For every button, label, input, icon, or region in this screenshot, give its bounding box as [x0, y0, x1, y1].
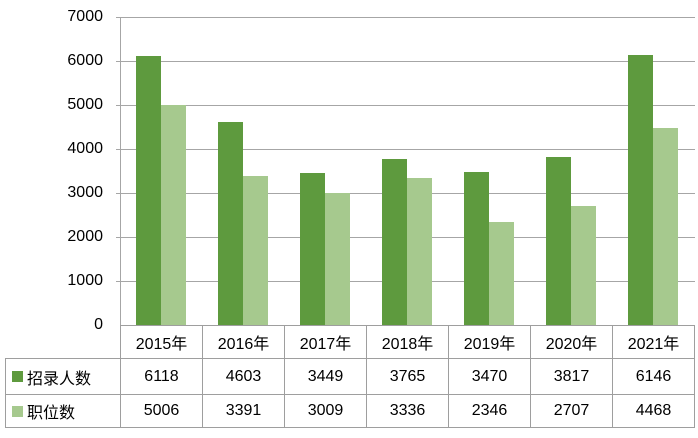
gridline [116, 105, 695, 106]
bar-职位数-2019年 [489, 222, 514, 325]
bar-职位数-2017年 [325, 193, 350, 325]
gridline [116, 17, 695, 18]
value-cell: 3470 [449, 359, 531, 394]
bar-招录人数-2020年 [546, 157, 571, 325]
series-legend-1: 招录人数 [6, 359, 121, 394]
y-axis-tick-label: 7000 [67, 8, 103, 25]
category-header-row: 2015年 2016年 2017年 2018年 2019年 2020年 2021… [120, 325, 695, 358]
value-cell: 6118 [121, 359, 203, 394]
bar-职位数-2020年 [571, 206, 596, 325]
y-axis-tick-label: 2000 [67, 228, 103, 245]
bar-招录人数-2019年 [464, 172, 489, 325]
category-label: 2020年 [531, 326, 613, 358]
category-label: 2021年 [613, 326, 695, 358]
bar-职位数-2016年 [243, 176, 268, 325]
value-cell: 2707 [531, 395, 613, 427]
value-cell: 6146 [613, 359, 695, 394]
bar-招录人数-2021年 [628, 55, 653, 325]
value-cell: 4468 [613, 395, 695, 427]
series1-name: 招录人数 [27, 370, 92, 388]
category-label: 2018年 [367, 326, 449, 358]
series-row: 职位数 5006 3391 3009 3336 2346 2707 4468 [5, 394, 695, 428]
value-cell: 4603 [203, 359, 285, 394]
bar-职位数-2015年 [161, 105, 186, 325]
bar-招录人数-2016年 [218, 122, 243, 325]
y-axis-tick-label: 0 [94, 316, 103, 333]
y-axis-tick-label: 6000 [67, 52, 103, 69]
y-axis-tick-label: 4000 [67, 140, 103, 157]
value-cell: 3336 [367, 395, 449, 427]
value-cell: 3009 [285, 395, 367, 427]
bar-招录人数-2017年 [300, 173, 325, 325]
bar-职位数-2018年 [407, 178, 432, 325]
series2-name: 职位数 [27, 405, 76, 422]
series2-swatch-icon [12, 405, 23, 417]
series-legend-2: 职位数 [6, 395, 121, 427]
value-cell: 3391 [203, 395, 285, 427]
value-cell: 5006 [121, 395, 203, 427]
series1-swatch-icon [12, 371, 23, 382]
gridline [116, 149, 695, 150]
category-label: 2015年 [121, 326, 203, 358]
category-label: 2017年 [285, 326, 367, 358]
y-axis-tick-label: 1000 [67, 272, 103, 289]
bar-招录人数-2018年 [382, 159, 407, 325]
category-label: 2016年 [203, 326, 285, 358]
category-label: 2019年 [449, 326, 531, 358]
bar-职位数-2021年 [653, 128, 678, 325]
value-cell: 3449 [285, 359, 367, 394]
bar-招录人数-2015年 [136, 56, 161, 325]
y-axis-tick-label: 3000 [67, 184, 103, 201]
y-axis-tick-label: 5000 [67, 96, 103, 113]
value-cell: 3765 [367, 359, 449, 394]
gridline [116, 61, 695, 62]
value-cell: 2346 [449, 395, 531, 427]
series-row: 招录人数 6118 4603 3449 3765 3470 3817 6146 [5, 358, 695, 394]
plot-area [116, 17, 695, 325]
value-cell: 3817 [531, 359, 613, 394]
